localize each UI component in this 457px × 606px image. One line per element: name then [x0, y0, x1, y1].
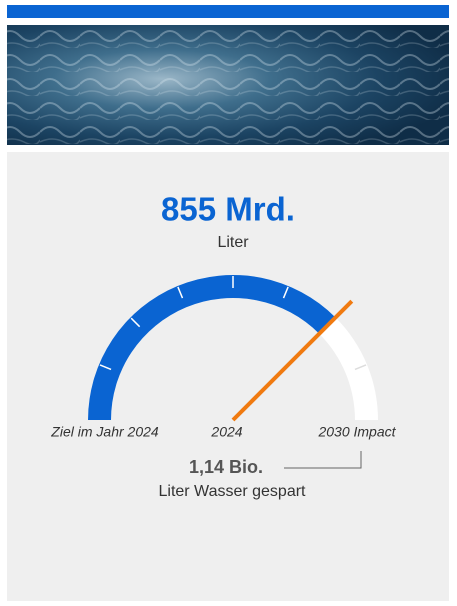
- gauge-tick: [99, 364, 112, 371]
- target-caption: Liter Wasser gespart: [158, 483, 306, 500]
- gauge-tick: [130, 317, 141, 328]
- gauge-label: 2024: [210, 424, 242, 440]
- top-bar: [7, 5, 449, 18]
- gauge-label: Ziel im Jahr 2024: [50, 424, 159, 440]
- gauge: [88, 275, 378, 422]
- gauge-fill: [88, 275, 336, 420]
- headline-value: 855 Mrd.: [161, 191, 295, 228]
- leader-line: [284, 451, 362, 469]
- gauge-tick: [177, 286, 184, 299]
- gauge-tick: [354, 364, 367, 371]
- headline-unit: Liter: [217, 234, 249, 251]
- ocean-texture: [7, 25, 449, 145]
- gauge-tick: [282, 286, 289, 299]
- gauge-label: 2030 Impact: [317, 424, 396, 440]
- target-value: 1,14 Bio.: [189, 457, 263, 477]
- panel: [7, 152, 449, 601]
- gauge-needle: [231, 299, 354, 422]
